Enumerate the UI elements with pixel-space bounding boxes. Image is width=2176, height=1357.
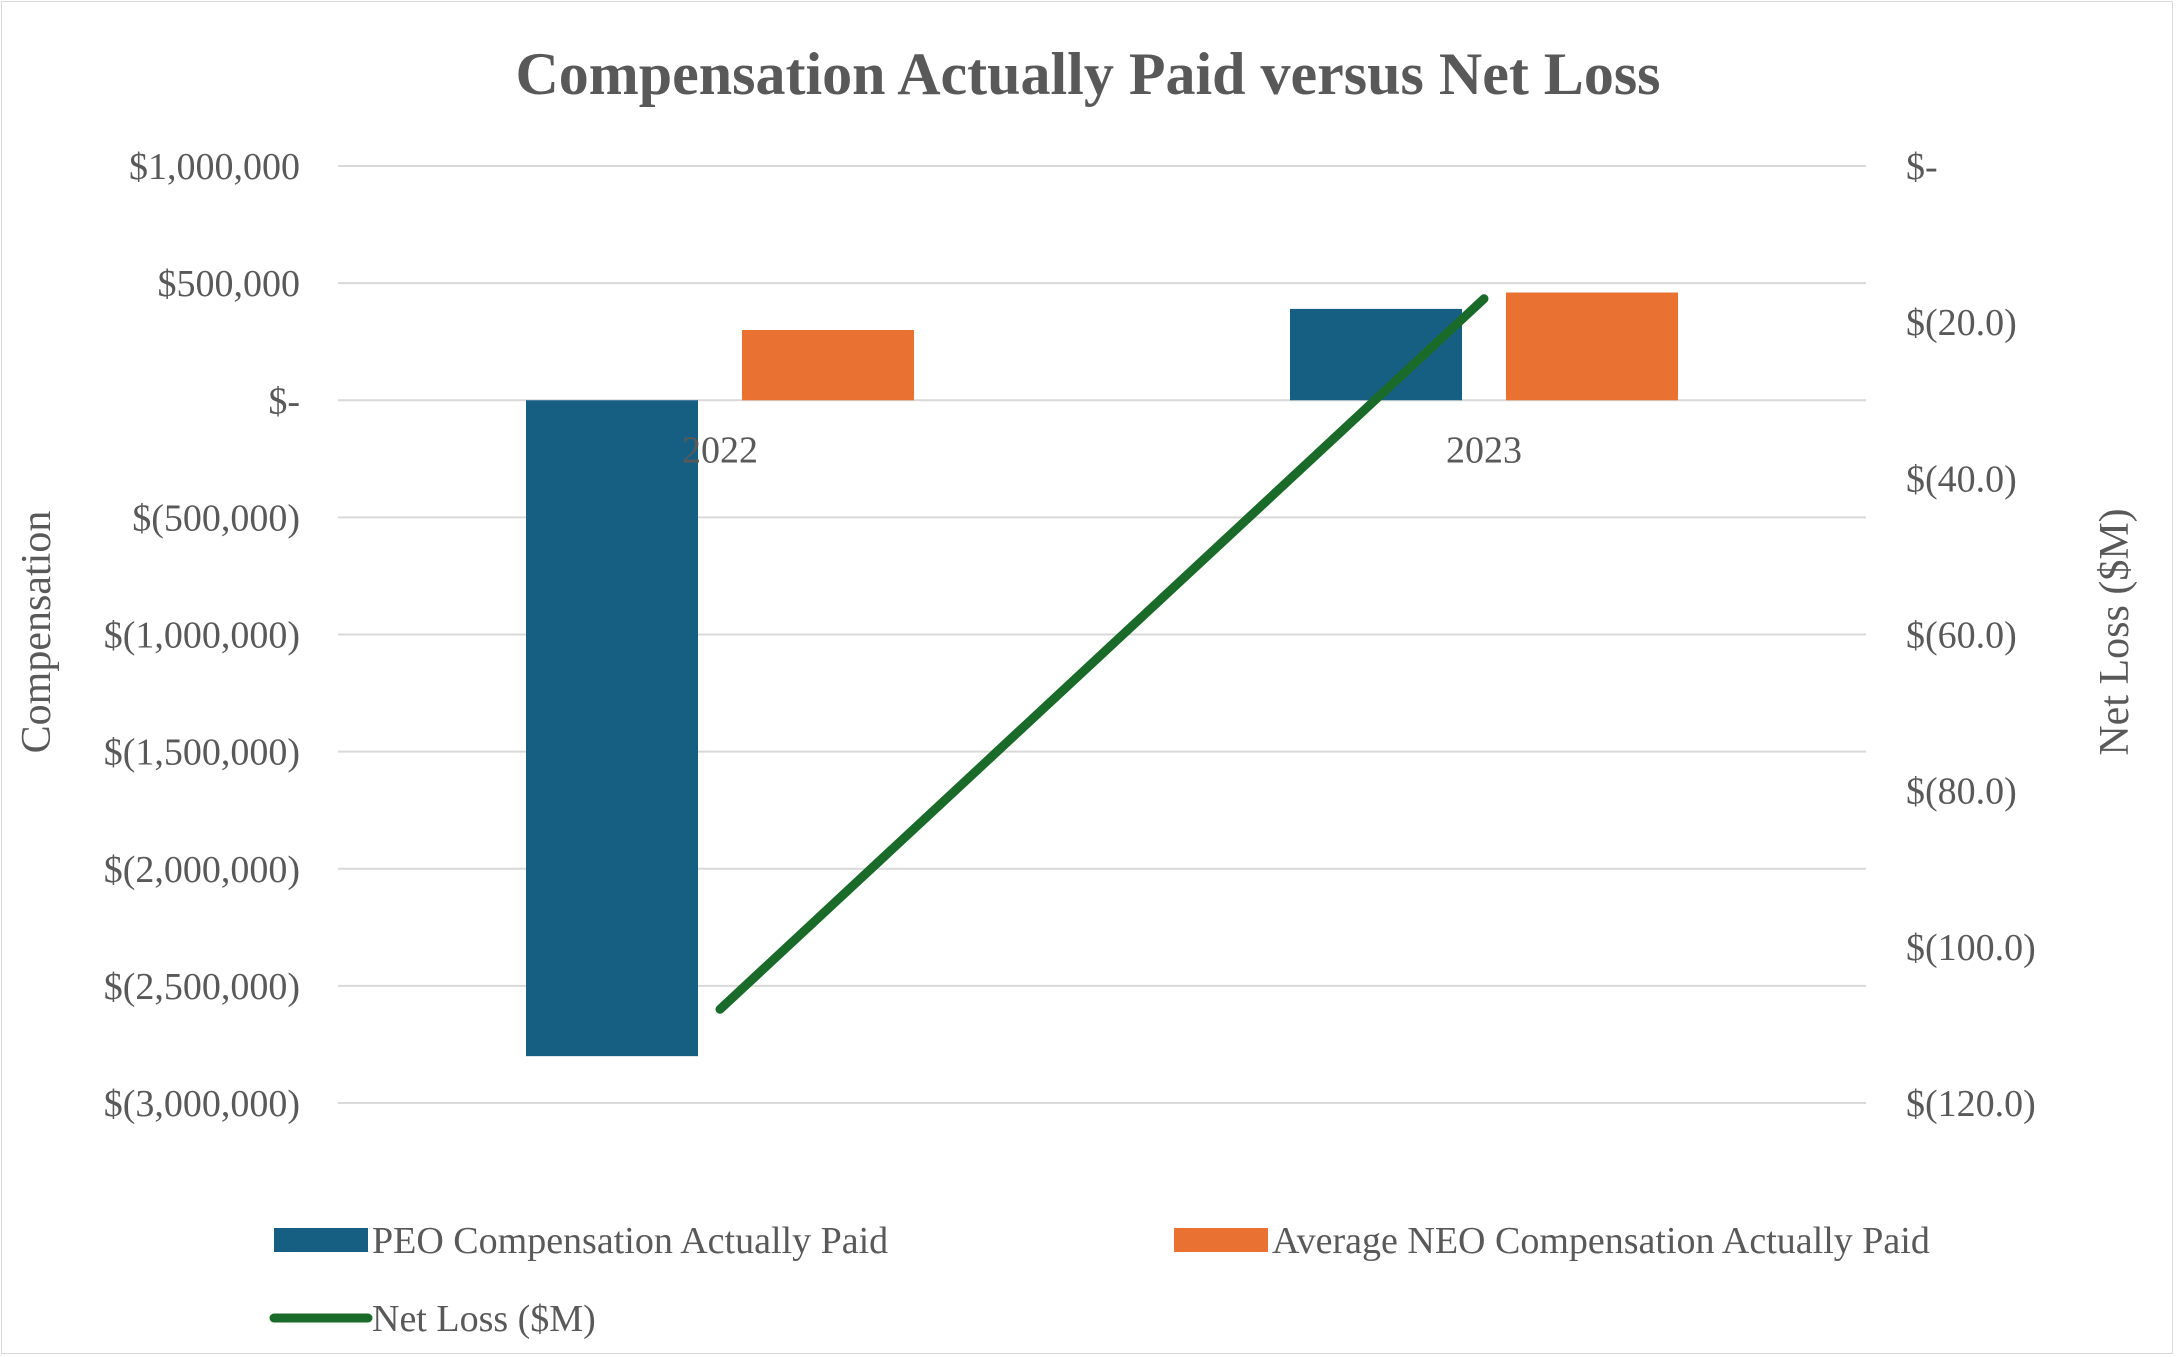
legend-label: PEO Compensation Actually Paid (372, 1220, 888, 1262)
left-tick-label: $(1,500,000) (104, 732, 300, 774)
right-axis-ticks: $- $(20.0) $(40.0) $(60.0) $(80.0) $(100.0) $(… (1906, 146, 2036, 1125)
left-tick-label: $(3,000,000) (104, 1083, 300, 1125)
left-tick-label: $(1,000,000) (104, 615, 300, 657)
legend-swatch (274, 1228, 368, 1252)
line-net-loss (715, 294, 1489, 1014)
left-tick-label: $500,000 (158, 263, 301, 305)
chart-title: Compensation Actually Paid versus Net Lo… (515, 41, 1660, 107)
right-tick-label: $(40.0) (1906, 458, 2017, 500)
legend-label: Average NEO Compensation Actually Paid (1272, 1220, 1930, 1262)
bars (526, 292, 1678, 1057)
left-tick-label: $1,000,000 (129, 146, 300, 188)
legend: PEO Compensation Actually Paid Average NE… (269, 1220, 1930, 1340)
line-series (715, 294, 1489, 1014)
left-axis-ticks: $1,000,000 $500,000 $- $(500,000) $(1,000,00… (104, 146, 300, 1125)
category-label: 2023 (1446, 429, 1522, 471)
bar-peo-compensation-actually-paid-2022 (526, 400, 698, 1057)
bar-average-neo-compensation-actually-paid-2023 (1506, 292, 1678, 401)
bar-average-neo-compensation-actually-paid-2022 (742, 329, 914, 401)
left-tick-label: $(2,000,000) (104, 849, 300, 891)
right-tick-label: $(100.0) (1906, 927, 2036, 969)
legend-swatch (1174, 1228, 1268, 1252)
right-tick-label: $- (1906, 146, 1938, 188)
left-tick-label: $(2,500,000) (104, 966, 300, 1008)
right-tick-label: $(120.0) (1906, 1083, 2036, 1125)
gridlines (338, 165, 1866, 1104)
category-label: 2022 (682, 429, 758, 471)
left-tick-label: $(500,000) (132, 497, 300, 539)
right-axis-title: Net Loss ($M) (2092, 508, 2138, 755)
category-labels: 2022 2023 (682, 429, 1522, 471)
right-tick-label: $(20.0) (1906, 302, 2017, 344)
left-axis-title: Compensation (14, 511, 60, 754)
bar-peo-compensation-actually-paid-2023 (1290, 308, 1462, 401)
right-tick-label: $(80.0) (1906, 771, 2017, 813)
legend-label: Net Loss ($M) (372, 1298, 596, 1340)
right-tick-label: $(60.0) (1906, 615, 2017, 657)
left-tick-label: $- (268, 380, 300, 422)
